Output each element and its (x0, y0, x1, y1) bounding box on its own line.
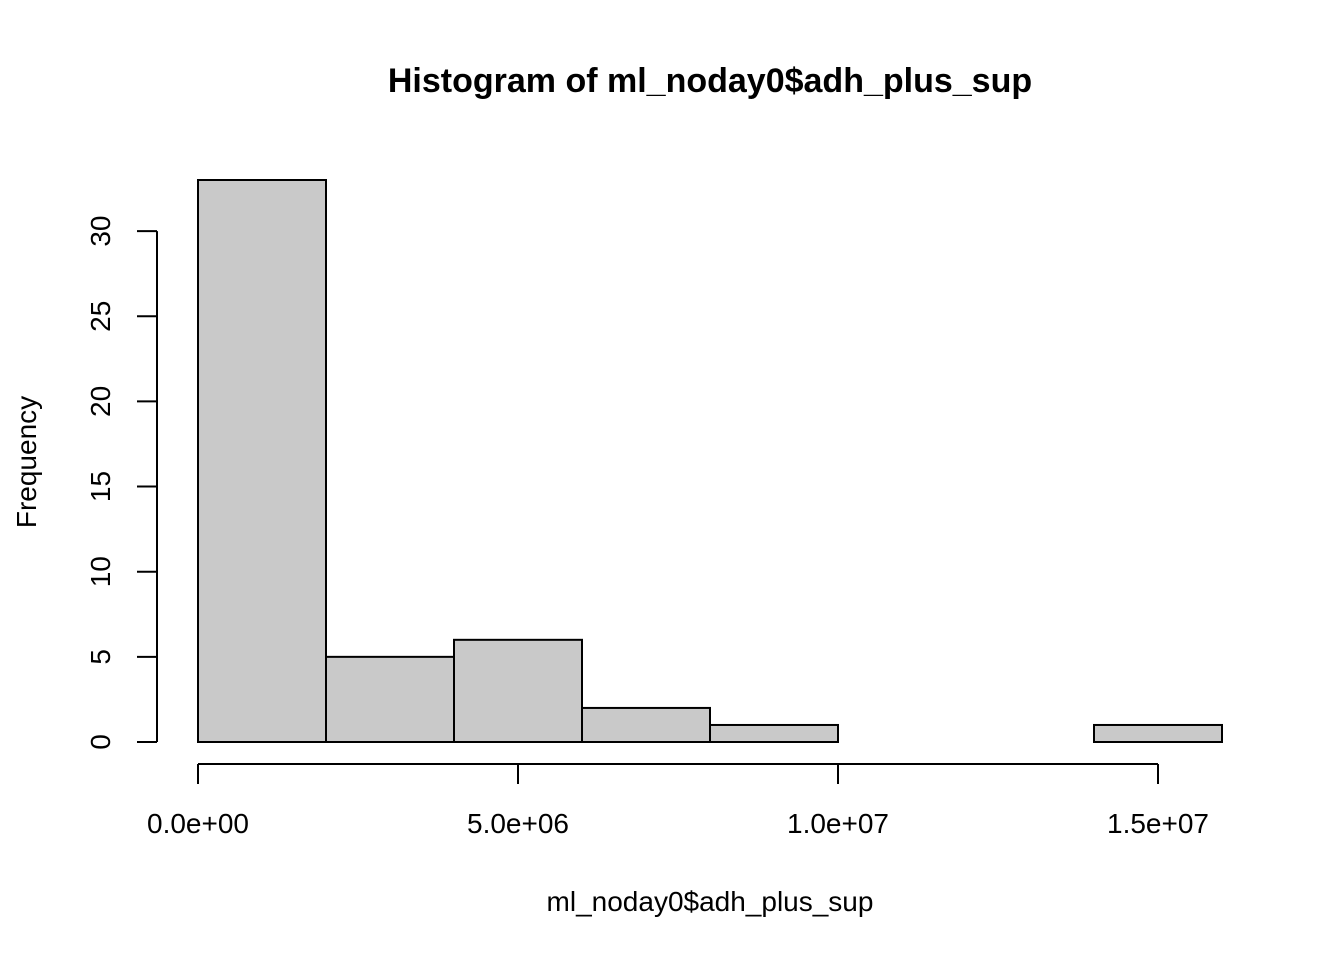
y-tick-label-0: 0 (85, 734, 116, 750)
y-tick-label-2: 10 (85, 556, 116, 587)
x-tick-label-3: 1.5e+07 (1107, 808, 1209, 839)
y-tick-label-5: 25 (85, 301, 116, 332)
x-tick-label-2: 1.0e+07 (787, 808, 889, 839)
bars-group (197, 179, 1223, 744)
histogram-bar-2 (453, 638, 583, 743)
y-tick-label-6: 30 (85, 216, 116, 247)
x-tick-label-0: 0.0e+00 (147, 808, 249, 839)
x-tick-label-1: 5.0e+06 (467, 808, 569, 839)
y-axis-label: Frequency (11, 396, 42, 528)
y-axis: 0 5 10 15 20 25 30 (85, 216, 158, 750)
chart-title: Histogram of ml_noday0$adh_plus_sup (388, 62, 1032, 100)
histogram-bar-1 (325, 655, 455, 744)
y-tick-label-1: 5 (85, 649, 116, 665)
y-tick-label-4: 20 (85, 386, 116, 417)
y-tick-label-3: 15 (85, 471, 116, 502)
histogram-bar-4 (709, 723, 839, 744)
histogram-bar-7 (1093, 723, 1223, 744)
histogram-bar-3 (581, 706, 711, 743)
histogram-bar-0 (197, 179, 327, 743)
x-axis: 0.0e+00 5.0e+06 1.0e+07 1.5e+07 (147, 763, 1209, 839)
x-axis-label: ml_noday0$adh_plus_sup (547, 886, 874, 917)
